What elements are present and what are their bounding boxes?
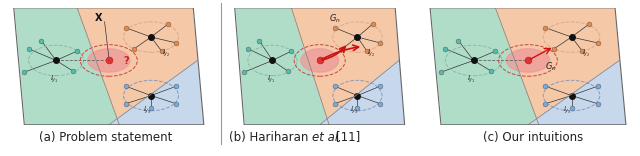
Polygon shape bbox=[193, 8, 214, 125]
Text: $\mathbf{X}$: $\mathbf{X}$ bbox=[93, 11, 103, 23]
Text: ?: ? bbox=[124, 56, 129, 66]
Text: $l_{y_2}$: $l_{y_2}$ bbox=[367, 47, 376, 59]
Polygon shape bbox=[320, 61, 404, 125]
Text: (b) Hariharan: (b) Hariharan bbox=[228, 131, 312, 144]
Polygon shape bbox=[528, 61, 626, 125]
Text: $l_{y_1}$: $l_{y_1}$ bbox=[467, 73, 476, 85]
Text: $l_{y_2}$: $l_{y_2}$ bbox=[162, 47, 170, 59]
Polygon shape bbox=[235, 8, 329, 125]
Text: $l_{y_3}$: $l_{y_3}$ bbox=[143, 105, 151, 116]
Text: $G_n$: $G_n$ bbox=[329, 13, 341, 25]
Polygon shape bbox=[14, 8, 120, 125]
Text: (a) Problem statement: (a) Problem statement bbox=[39, 131, 172, 144]
Text: et al.: et al. bbox=[312, 131, 342, 144]
Text: (c) Our intuitions: (c) Our intuitions bbox=[483, 131, 583, 144]
Circle shape bbox=[301, 49, 339, 72]
Polygon shape bbox=[109, 61, 204, 125]
Polygon shape bbox=[396, 8, 414, 125]
Polygon shape bbox=[3, 8, 24, 125]
Polygon shape bbox=[291, 8, 404, 125]
Text: $l_{y_3}$: $l_{y_3}$ bbox=[563, 105, 572, 116]
Polygon shape bbox=[430, 8, 539, 125]
Text: $l_{y_1}$: $l_{y_1}$ bbox=[50, 73, 58, 85]
Text: $l_{y_3}$: $l_{y_3}$ bbox=[350, 105, 358, 116]
Circle shape bbox=[88, 49, 130, 72]
Text: $l_{y_1}$: $l_{y_1}$ bbox=[267, 73, 276, 85]
Text: $l_{y_2}$: $l_{y_2}$ bbox=[582, 47, 591, 59]
Text: $G_n$: $G_n$ bbox=[545, 61, 557, 73]
Polygon shape bbox=[77, 8, 204, 125]
Circle shape bbox=[506, 49, 550, 72]
Polygon shape bbox=[495, 8, 626, 125]
Text: [11]: [11] bbox=[336, 131, 360, 144]
Polygon shape bbox=[419, 8, 441, 125]
Polygon shape bbox=[615, 8, 637, 125]
Polygon shape bbox=[225, 8, 244, 125]
